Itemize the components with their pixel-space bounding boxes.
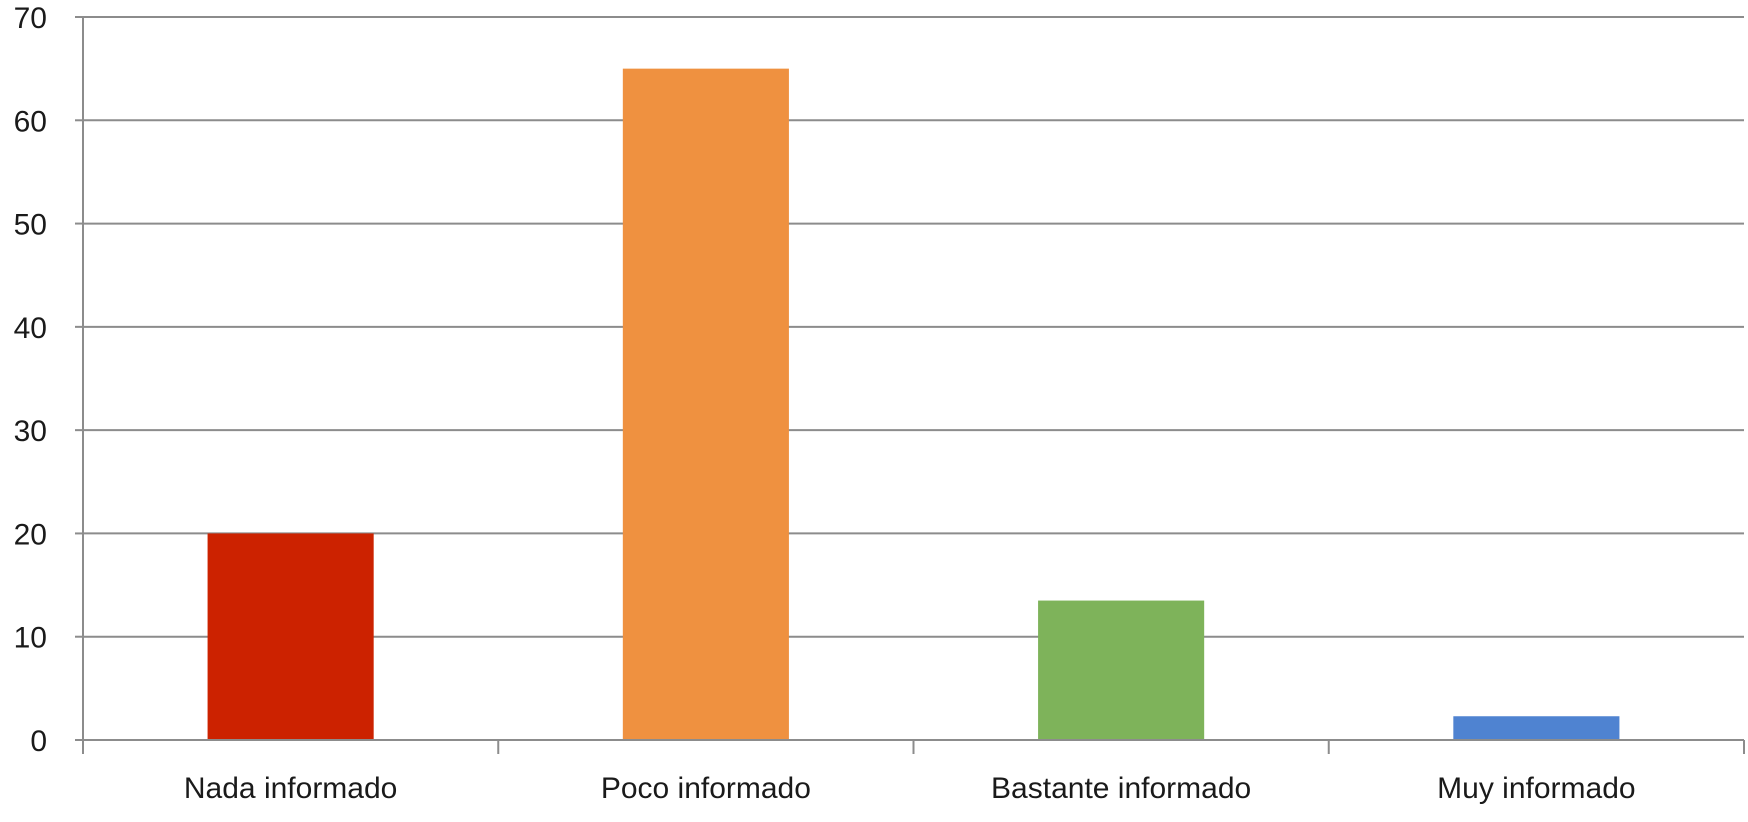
x-category-label: Poco informado bbox=[601, 772, 811, 805]
bar bbox=[622, 68, 789, 740]
y-tick-label: 70 bbox=[14, 2, 47, 35]
y-tick-label: 0 bbox=[30, 725, 47, 758]
bar bbox=[1453, 716, 1620, 740]
axes bbox=[75, 16, 1745, 754]
y-tick-label: 50 bbox=[14, 209, 47, 242]
bar bbox=[1038, 600, 1205, 740]
y-tick-labels: 0 10 20 30 40 50 60 70 bbox=[14, 2, 47, 758]
y-tick-label: 30 bbox=[14, 415, 47, 448]
x-category-labels: Nada informado Poco informado Bastante inf… bbox=[184, 772, 1636, 805]
x-category-label: Muy informado bbox=[1437, 772, 1635, 805]
y-tick-label: 60 bbox=[14, 105, 47, 138]
y-tick-label: 40 bbox=[14, 312, 47, 345]
y-tick-label: 10 bbox=[14, 622, 47, 655]
x-category-label: Bastante informado bbox=[991, 772, 1251, 805]
x-category-label: Nada informado bbox=[184, 772, 397, 805]
y-tick-label: 20 bbox=[14, 518, 47, 551]
bars bbox=[207, 68, 1620, 740]
bar bbox=[207, 533, 374, 740]
